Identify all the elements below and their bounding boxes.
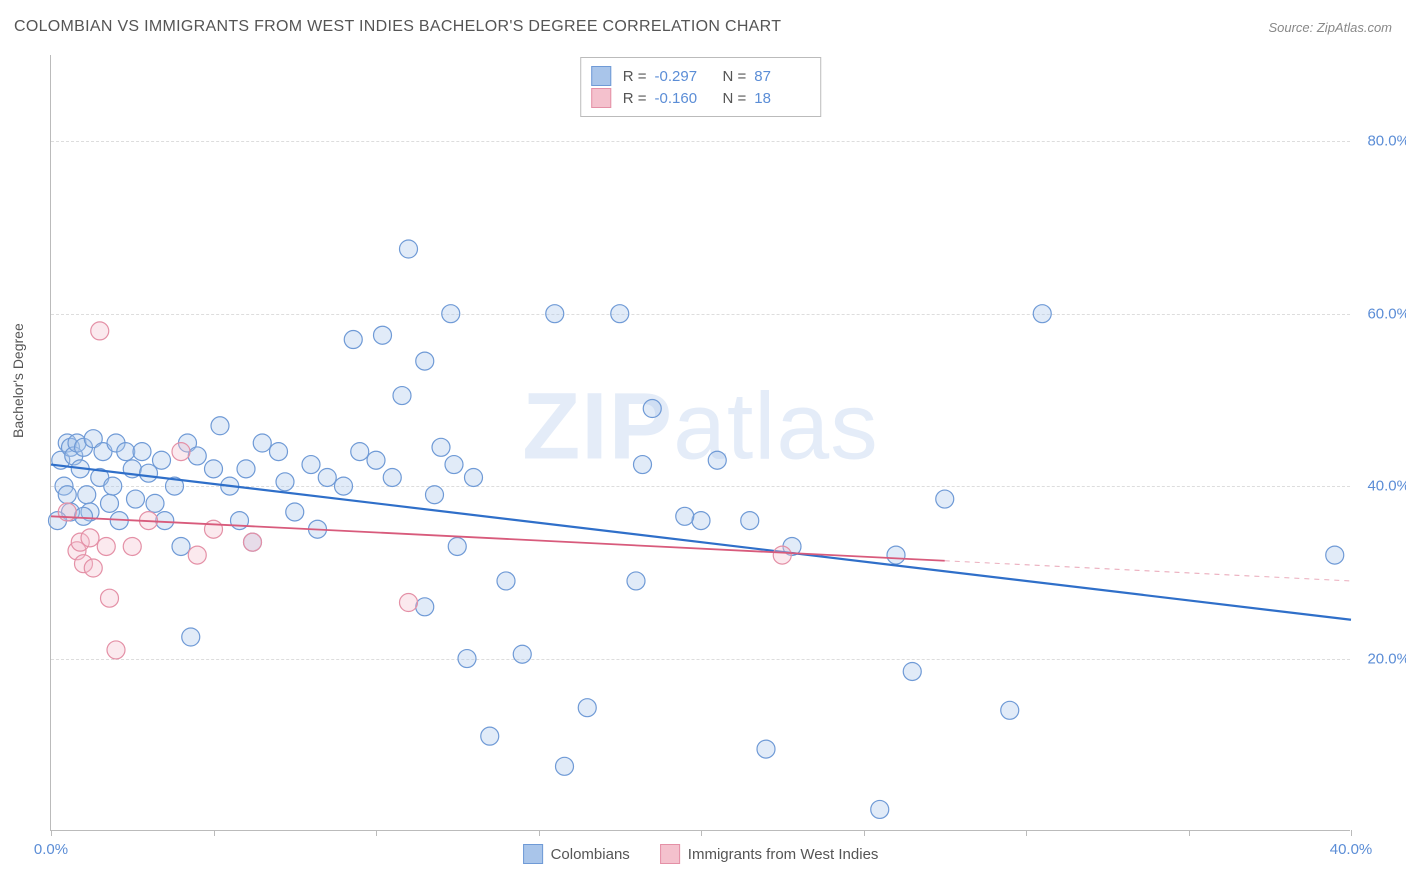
swatch-icon (591, 66, 611, 86)
chart-title: COLOMBIAN VS IMMIGRANTS FROM WEST INDIES… (14, 18, 781, 36)
y-axis-label: Bachelor's Degree (10, 323, 26, 438)
stat-label: N = (723, 90, 747, 107)
legend-item: Colombians (523, 844, 630, 864)
stat-value: 18 (754, 90, 810, 107)
legend-label: Colombians (551, 846, 630, 863)
legend-series: Colombians Immigrants from West Indies (523, 844, 879, 864)
swatch-icon (660, 844, 680, 864)
source-credit: Source: ZipAtlas.com (1268, 20, 1392, 35)
stat-value: -0.297 (655, 68, 711, 85)
stat-label: R = (623, 90, 647, 107)
title-bar: COLOMBIAN VS IMMIGRANTS FROM WEST INDIES… (14, 18, 1392, 36)
plot-area: ZIPatlas 20.0%40.0%60.0%80.0%0.0%40.0% R… (50, 55, 1350, 831)
legend-stats-row-2: R = -0.160 N = 18 (591, 88, 811, 108)
scatter-svg (51, 55, 1350, 830)
legend-stats-box: R = -0.297 N = 87 R = -0.160 N = 18 (580, 57, 822, 117)
legend-label: Immigrants from West Indies (688, 846, 879, 863)
swatch-icon (591, 88, 611, 108)
stat-value: 87 (754, 68, 810, 85)
legend-stats-row-1: R = -0.297 N = 87 (591, 66, 811, 86)
stat-label: N = (723, 68, 747, 85)
stat-label: R = (623, 68, 647, 85)
legend-item: Immigrants from West Indies (660, 844, 879, 864)
swatch-icon (523, 844, 543, 864)
stat-value: -0.160 (655, 90, 711, 107)
